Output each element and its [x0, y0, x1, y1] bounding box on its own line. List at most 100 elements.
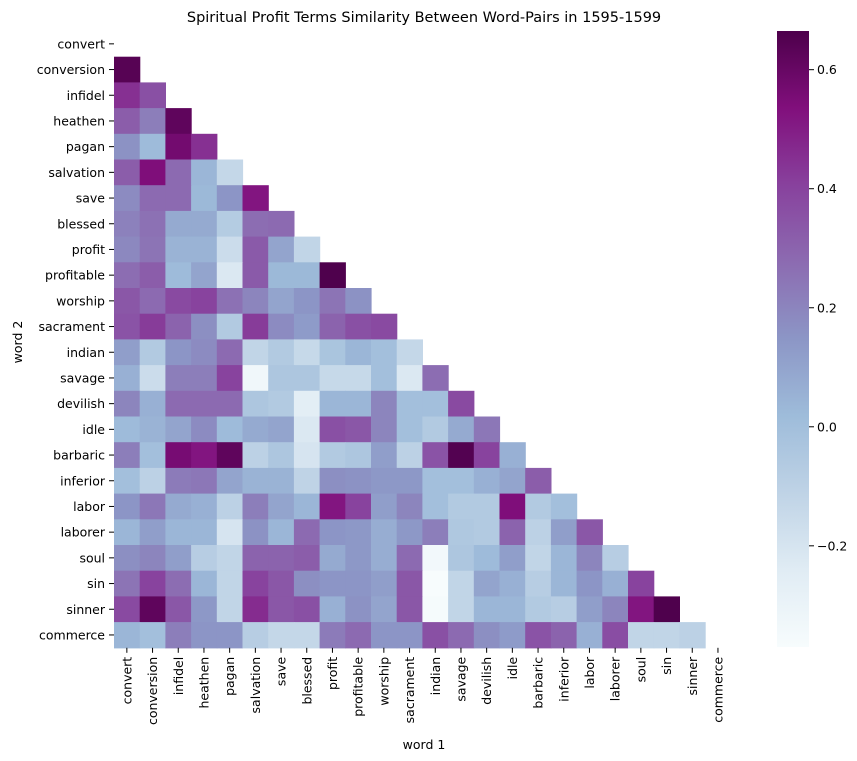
y-tick-label: convert — [57, 36, 105, 51]
heatmap-cell-pagan-heathen — [191, 133, 218, 161]
heatmap-cell-labor-inferior — [550, 493, 578, 520]
heatmap-cell-labor-worship — [371, 493, 398, 520]
heatmap-cell-soul-save — [268, 545, 295, 572]
heatmap-cell-labor-pagan — [216, 493, 244, 520]
heatmap-cell-devilish-pagan — [216, 390, 244, 418]
heatmap-cell-sinner-infidel — [165, 596, 192, 623]
heatmap-cell-commerce-laborer — [602, 622, 629, 649]
heatmap-cell-sacrament-save — [268, 313, 295, 340]
heatmap-cell-save-salvation — [242, 185, 269, 212]
y-tick-labels: convert conversion infidel heathen pagan salv… — [37, 36, 114, 642]
heatmap-cell-commerce-profitable — [345, 622, 372, 649]
heatmap-cell-salvation-pagan — [216, 159, 244, 186]
heatmap-cell-sin-pagan — [216, 570, 244, 597]
heatmap-cell-indian-sacrament — [396, 339, 423, 366]
x-tick-label: inferior — [556, 656, 571, 702]
heatmap-cell-savage-save — [268, 365, 295, 392]
heatmap-cell-sinner-sin — [653, 596, 680, 623]
heatmap-cell-blessed-pagan — [216, 210, 244, 238]
heatmap-cell-idle-convert — [114, 416, 141, 443]
heatmap-cell-sacrament-profit — [319, 313, 346, 340]
x-tick-label: commerce — [710, 656, 725, 722]
heatmap-cell-salvation-heathen — [191, 159, 218, 186]
x-tick-label: labor — [582, 656, 597, 689]
heatmap-cell-devilish-conversion — [139, 390, 166, 418]
heatmap-cell-laborer-savage — [448, 519, 475, 546]
heatmap-cell-inferior-conversion — [139, 467, 166, 495]
heatmap-cell-soul-pagan — [216, 545, 244, 572]
heatmap-cell-laborer-heathen — [191, 519, 218, 546]
heatmap-cell-commerce-sinner — [679, 622, 706, 649]
heatmap-cell-commerce-convert — [114, 622, 141, 649]
heatmap-cell-barbaric-blessed — [293, 442, 321, 469]
x-tick-label: idle — [505, 656, 520, 679]
heatmap-cell-sin-profitable — [345, 570, 372, 597]
heatmap-cell-commerce-idle — [499, 622, 526, 649]
heatmap-cell-labor-devilish — [473, 493, 501, 520]
heatmap-cell-soul-profit — [319, 545, 346, 572]
heatmap-cell-devilish-infidel — [165, 390, 192, 418]
heatmap-cell-worship-conversion — [139, 288, 166, 315]
y-tick-label: soul — [79, 550, 105, 565]
x-tick-label: infidel — [171, 657, 186, 695]
heatmap-cell-labor-idle — [499, 493, 526, 520]
heatmap-cell-profitable-heathen — [191, 262, 218, 289]
heatmap-cell-inferior-profit — [319, 467, 346, 495]
x-tick-label: pagan — [222, 657, 237, 696]
heatmap-cell-barbaric-profitable — [345, 442, 372, 469]
heatmap-cell-labor-convert — [114, 493, 141, 520]
y-tick-label: labor — [73, 499, 106, 514]
heatmap-cell-sinner-conversion — [139, 596, 166, 623]
heatmap-cell-heathen-convert — [114, 108, 141, 135]
heatmap-cell-soul-blessed — [293, 545, 321, 572]
heatmap-cell-inferior-infidel — [165, 467, 192, 495]
heatmap-cell-commerce-worship — [371, 622, 398, 649]
x-axis-label: word 1 — [403, 737, 446, 752]
heatmap-cell-commerce-soul — [628, 622, 655, 649]
heatmap-cell-idle-salvation — [242, 416, 269, 443]
heatmap-cell-sin-blessed — [293, 570, 321, 597]
heatmap-cell-sin-labor — [576, 570, 603, 597]
heatmap-cell-sinner-salvation — [242, 596, 269, 623]
heatmap-cell-inferior-salvation — [242, 467, 269, 495]
heatmap-cell-labor-conversion — [139, 493, 166, 520]
heatmap-cell-soul-barbaric — [525, 545, 552, 572]
heatmap-cell-save-pagan — [216, 185, 244, 212]
heatmap-cell-inferior-savage — [448, 467, 475, 495]
y-tick-label: commerce — [39, 627, 105, 642]
heatmap-cell-laborer-salvation — [242, 519, 269, 546]
heatmap-cell-devilish-salvation — [242, 390, 269, 418]
x-tick-label: laborer — [608, 656, 623, 701]
x-tick-label: conversion — [145, 657, 160, 725]
heatmap-cell-sin-worship — [371, 570, 398, 597]
heatmap-cell-sinner-sacrament — [396, 596, 423, 623]
heatmap-cell-indian-profit — [319, 339, 346, 366]
heatmap-cell-profitable-conversion — [139, 262, 166, 289]
heatmap-cell-sinner-labor — [576, 596, 603, 623]
x-tick-label: savage — [453, 656, 468, 701]
heatmap-cell-laborer-convert — [114, 519, 141, 546]
heatmap-cell-savage-convert — [114, 365, 141, 392]
heatmap-cell-idle-worship — [371, 416, 398, 443]
heatmap-cell-barbaric-savage — [448, 442, 475, 469]
heatmap-cell-sin-indian — [422, 570, 449, 597]
heatmap-cell-sin-profit — [319, 570, 346, 597]
heatmap-cell-inferior-pagan — [216, 467, 244, 495]
heatmap-cell-laborer-indian — [422, 519, 449, 546]
heatmap-cells — [114, 56, 706, 649]
heatmap-cell-profit-pagan — [216, 236, 244, 263]
heatmap-cell-profit-salvation — [242, 236, 269, 263]
heatmap-cell-salvation-convert — [114, 159, 141, 186]
heatmap-cell-barbaric-convert — [114, 442, 141, 469]
heatmap-cell-laborer-pagan — [216, 519, 244, 546]
heatmap-cell-heathen-conversion — [139, 108, 166, 135]
heatmap-cell-sinner-profitable — [345, 596, 372, 623]
colorbar-tick-label: 0.2 — [817, 300, 837, 315]
heatmap-cell-barbaric-idle — [499, 442, 526, 469]
heatmap-cell-commerce-inferior — [550, 622, 578, 649]
heatmap-cell-blessed-heathen — [191, 210, 218, 238]
heatmap-cell-indian-profitable — [345, 339, 372, 366]
heatmap-cell-sinner-savage — [448, 596, 475, 623]
y-tick-label: conversion — [37, 62, 105, 77]
heatmap-cell-savage-heathen — [191, 365, 218, 392]
